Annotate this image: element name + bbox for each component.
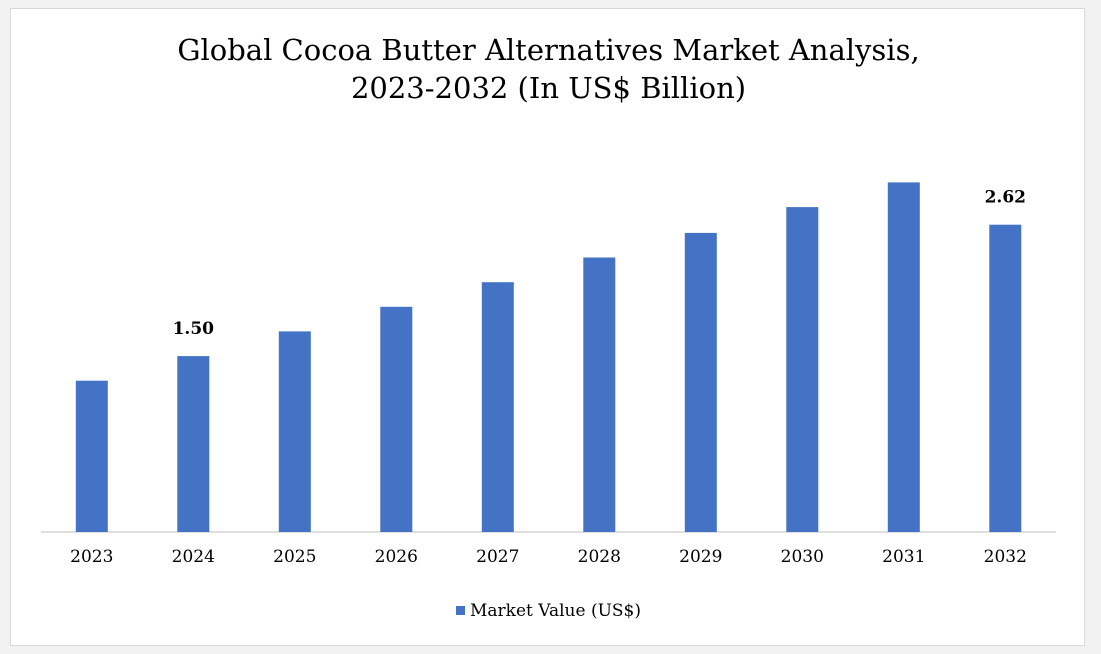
- bar-chart: 2023 2024 1.50 2025 2026 2027 2028 2029 2030 2031…: [41, 182, 1056, 567]
- x-tick-label-2031: 2031: [882, 547, 925, 567]
- x-tick-label-2025: 2025: [273, 547, 316, 567]
- bar-2026: [380, 306, 413, 532]
- x-tick-label-2023: 2023: [70, 547, 113, 567]
- x-tick-label-2028: 2028: [578, 547, 621, 567]
- bar-2032: [989, 224, 1022, 532]
- x-tick-label-2027: 2027: [476, 547, 519, 567]
- bar-2031: [887, 182, 920, 532]
- bar-2024: [177, 356, 210, 532]
- x-tick-label-2030: 2030: [781, 547, 824, 567]
- chart-title: Global Cocoa Butter Alternatives Market …: [11, 31, 1086, 107]
- x-tick-label-2024: 2024: [172, 547, 215, 567]
- bar-2023: [75, 380, 108, 532]
- chart-frame: Global Cocoa Butter Alternatives Market …: [10, 8, 1085, 646]
- bar-2025: [278, 331, 311, 532]
- x-tick-label-2026: 2026: [375, 547, 418, 567]
- chart-legend: Market Value (US$): [11, 601, 1086, 621]
- x-tick-label-2032: 2032: [984, 547, 1027, 567]
- bar-2030: [786, 207, 819, 532]
- data-label-2032: 2.62: [985, 188, 1026, 208]
- bar-2029: [684, 232, 717, 532]
- data-label-2024: 1.50: [173, 319, 215, 339]
- x-tick-label-2029: 2029: [679, 547, 722, 567]
- chart-title-line1: Global Cocoa Butter Alternatives Market …: [177, 33, 920, 67]
- bar-2028: [583, 257, 616, 532]
- chart-title-line2: 2023-2032 (In US$ Billion): [350, 71, 747, 105]
- legend-label: Market Value (US$): [469, 601, 642, 621]
- legend-swatch: [455, 606, 465, 615]
- bar-2027: [481, 282, 514, 532]
